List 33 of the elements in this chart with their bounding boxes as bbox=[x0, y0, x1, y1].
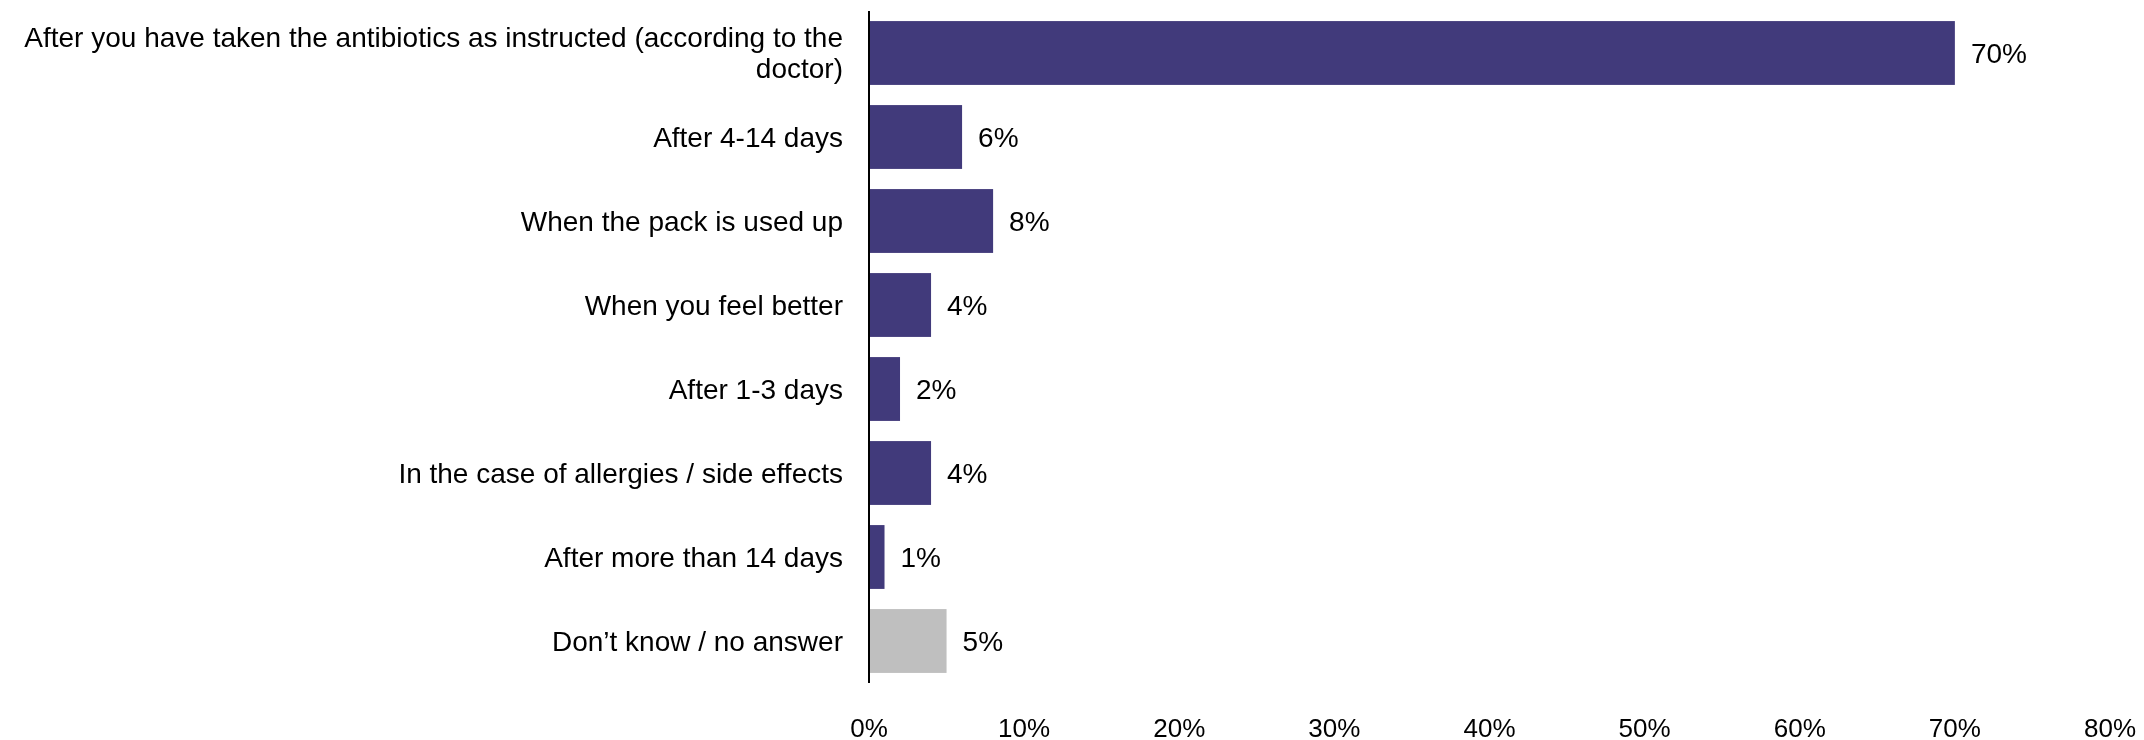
bar bbox=[869, 273, 932, 337]
y-tick-label: Don’t know / no answer bbox=[551, 625, 843, 657]
y-tick-label: After more than 14 days bbox=[544, 541, 843, 573]
data-label: 8% bbox=[1009, 205, 1050, 237]
x-tick-label: 50% bbox=[1618, 713, 1671, 740]
y-tick-label: After 1-3 days bbox=[668, 373, 843, 405]
data-label: 4% bbox=[947, 289, 988, 321]
bar bbox=[869, 609, 947, 673]
y-tick-label: After 4-14 days bbox=[653, 121, 843, 153]
y-tick-label: When the pack is used up bbox=[520, 205, 843, 237]
data-label: 70% bbox=[1970, 37, 2027, 69]
data-label: 4% bbox=[947, 457, 988, 489]
x-tick-label: 20% bbox=[1153, 713, 1206, 740]
bar bbox=[869, 357, 901, 421]
y-tick-label: When you feel better bbox=[584, 289, 843, 321]
bar bbox=[869, 189, 994, 253]
bar bbox=[869, 441, 932, 505]
data-label: 5% bbox=[962, 625, 1004, 657]
bar bbox=[869, 525, 885, 589]
x-tick-label: 30% bbox=[1308, 713, 1361, 740]
data-label: 2% bbox=[916, 373, 957, 405]
x-tick-label: 80% bbox=[2083, 713, 2137, 740]
data-label: 1% bbox=[900, 541, 941, 573]
x-tick-label: 70% bbox=[1928, 713, 1981, 740]
data-label: 6% bbox=[978, 121, 1019, 153]
bar bbox=[869, 105, 963, 169]
x-tick-label: 60% bbox=[1773, 713, 1826, 740]
x-tick-label: 0% bbox=[850, 713, 888, 740]
y-tick-label: After you have taken the antibiotics as instructed (according to the doctor) bbox=[24, 22, 843, 85]
y-tick-label: In the case of allergies / side effects bbox=[398, 457, 843, 489]
bar bbox=[869, 21, 1955, 85]
x-tick-label: 10% bbox=[998, 713, 1051, 740]
x-tick-label: 40% bbox=[1463, 713, 1516, 740]
